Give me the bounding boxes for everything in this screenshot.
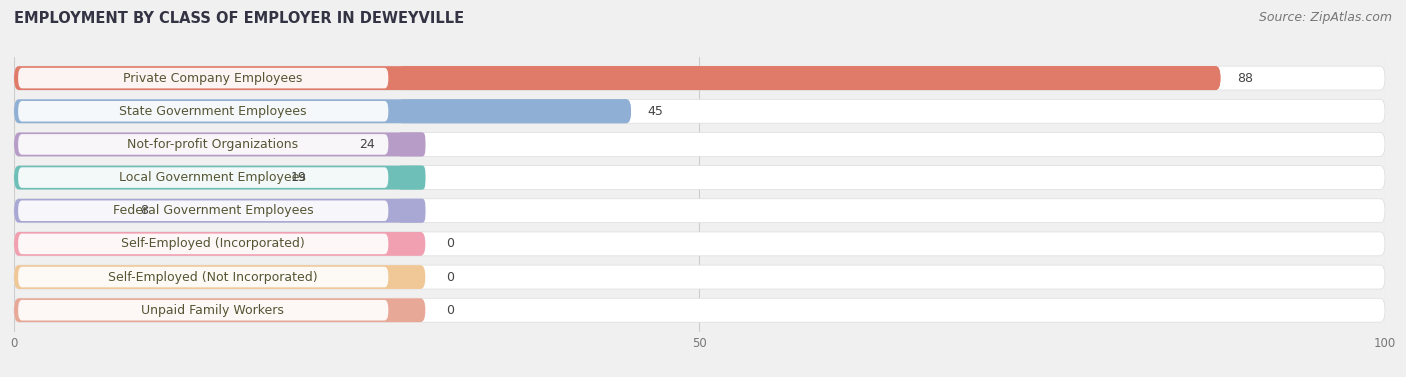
Text: 19: 19: [291, 171, 307, 184]
Text: Not-for-profit Organizations: Not-for-profit Organizations: [128, 138, 298, 151]
Text: Local Government Employees: Local Government Employees: [120, 171, 307, 184]
Text: EMPLOYMENT BY CLASS OF EMPLOYER IN DEWEYVILLE: EMPLOYMENT BY CLASS OF EMPLOYER IN DEWEY…: [14, 11, 464, 26]
Text: 24: 24: [360, 138, 375, 151]
Text: 88: 88: [1237, 72, 1253, 84]
FancyBboxPatch shape: [14, 166, 1385, 190]
FancyBboxPatch shape: [14, 298, 1385, 322]
FancyBboxPatch shape: [14, 132, 1385, 156]
Text: 8: 8: [141, 204, 148, 217]
FancyBboxPatch shape: [14, 298, 425, 322]
FancyBboxPatch shape: [14, 99, 1385, 123]
FancyBboxPatch shape: [14, 199, 425, 223]
FancyBboxPatch shape: [398, 99, 631, 123]
FancyBboxPatch shape: [398, 199, 425, 223]
Text: 0: 0: [446, 238, 454, 250]
FancyBboxPatch shape: [18, 167, 388, 188]
FancyBboxPatch shape: [398, 166, 425, 190]
FancyBboxPatch shape: [14, 132, 425, 156]
FancyBboxPatch shape: [18, 234, 388, 254]
FancyBboxPatch shape: [14, 199, 1385, 223]
FancyBboxPatch shape: [18, 68, 388, 88]
Text: Private Company Employees: Private Company Employees: [124, 72, 302, 84]
FancyBboxPatch shape: [18, 267, 388, 287]
Text: Federal Government Employees: Federal Government Employees: [112, 204, 314, 217]
Text: 0: 0: [446, 304, 454, 317]
FancyBboxPatch shape: [18, 134, 388, 155]
FancyBboxPatch shape: [14, 99, 631, 123]
Text: Self-Employed (Incorporated): Self-Employed (Incorporated): [121, 238, 305, 250]
FancyBboxPatch shape: [18, 300, 388, 320]
FancyBboxPatch shape: [398, 132, 425, 156]
FancyBboxPatch shape: [14, 66, 1220, 90]
FancyBboxPatch shape: [14, 265, 1385, 289]
FancyBboxPatch shape: [14, 166, 425, 190]
Text: Self-Employed (Not Incorporated): Self-Employed (Not Incorporated): [108, 271, 318, 284]
FancyBboxPatch shape: [14, 232, 425, 256]
FancyBboxPatch shape: [18, 201, 388, 221]
Text: 0: 0: [446, 271, 454, 284]
Text: 45: 45: [647, 105, 664, 118]
FancyBboxPatch shape: [398, 66, 1220, 90]
FancyBboxPatch shape: [14, 232, 1385, 256]
FancyBboxPatch shape: [18, 101, 388, 121]
FancyBboxPatch shape: [14, 265, 425, 289]
FancyBboxPatch shape: [14, 66, 1385, 90]
Text: Unpaid Family Workers: Unpaid Family Workers: [142, 304, 284, 317]
Text: State Government Employees: State Government Employees: [120, 105, 307, 118]
Text: Source: ZipAtlas.com: Source: ZipAtlas.com: [1258, 11, 1392, 24]
